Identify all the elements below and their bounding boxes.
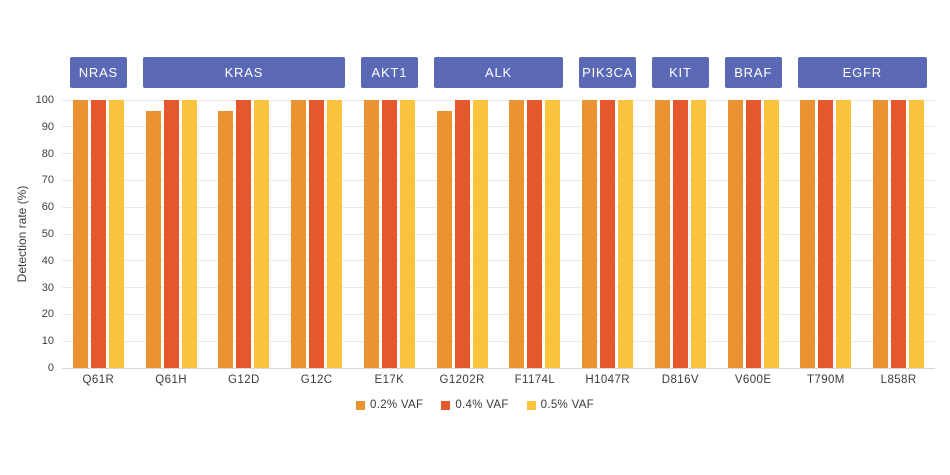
- bar-G12D-0.2vaf: [218, 110, 234, 368]
- legend-swatch-icon: [526, 400, 536, 410]
- bar-V600E-0.5vaf: [763, 100, 779, 368]
- x-axis-tick-labels: Q61R Q61H G12D G12C E17K G1202R F1174L H1047R D8…: [62, 374, 935, 390]
- y-tick-label: 0: [47, 362, 54, 374]
- bar-E17K-0.5vaf: [399, 100, 415, 368]
- x-tick-label-T790M: T790M: [806, 374, 845, 386]
- bar-D816V-0.2vaf: [654, 100, 670, 368]
- gene-group-label-KIT: KIT: [652, 57, 709, 88]
- gridline: [62, 260, 935, 262]
- x-tick-label-Q61R: Q61R: [82, 374, 115, 386]
- legend-label: 0.4% VAF: [455, 399, 509, 411]
- bar-D816V-0.5vaf: [690, 100, 706, 368]
- gene-group-label-NRAS: NRAS: [70, 57, 127, 88]
- y-tick-label: 30: [41, 281, 54, 294]
- bar-L858R-0.2vaf: [873, 100, 889, 368]
- gridline: [62, 99, 935, 101]
- plot-area: [62, 99, 935, 369]
- x-tick-label-L858R: L858R: [880, 374, 917, 386]
- bar-H1047R-0.2vaf: [582, 100, 598, 368]
- bar-Q61H-0.2vaf: [145, 110, 161, 368]
- gridline: [62, 153, 935, 155]
- legend-label: 0.2% VAF: [370, 399, 424, 411]
- bar-G12C-0.5vaf: [327, 100, 343, 368]
- y-tick-label: 40: [41, 254, 54, 267]
- bar-D816V-0.4vaf: [672, 100, 688, 368]
- y-axis-tick-labels: 0 10 20 30 40 50 60 70 80 90 100: [0, 94, 54, 374]
- x-tick-label-Q61H: Q61H: [155, 374, 187, 386]
- bar-G1202R-0.2vaf: [436, 110, 452, 368]
- gene-group-label-ALK: ALK: [433, 57, 564, 88]
- bar-T790M-0.4vaf: [818, 100, 834, 368]
- bar-L858R-0.5vaf: [909, 100, 925, 368]
- gene-group-label-BRAF: BRAF: [724, 57, 782, 88]
- bar-G12C-0.2vaf: [291, 100, 307, 368]
- y-tick-label: 80: [41, 147, 54, 160]
- bar-F1174L-0.5vaf: [545, 100, 561, 368]
- bar-E17K-0.2vaf: [363, 100, 379, 368]
- bar-F1174L-0.2vaf: [509, 100, 525, 368]
- bar-G12D-0.4vaf: [236, 100, 252, 368]
- x-tick-label-V600E: V600E: [734, 374, 772, 386]
- gene-group-label-KRAS: KRAS: [142, 57, 345, 88]
- y-tick-label: 100: [35, 94, 54, 106]
- gridline: [62, 179, 935, 181]
- bar-H1047R-0.5vaf: [618, 100, 634, 368]
- bar-G12D-0.5vaf: [254, 100, 270, 368]
- bar-Q61R-0.2vaf: [72, 100, 88, 368]
- gridline: [62, 287, 935, 289]
- bar-V600E-0.4vaf: [745, 100, 761, 368]
- gridline: [62, 233, 935, 235]
- bar-Q61H-0.5vaf: [181, 100, 197, 368]
- bar-L858R-0.4vaf: [891, 100, 907, 368]
- y-tick-label: 50: [41, 228, 54, 240]
- legend-item: 0.2% VAF: [356, 399, 423, 411]
- bar-H1047R-0.4vaf: [600, 100, 616, 368]
- chart-legend: 0.2% VAF 0.4% VAF 0.5% VAF: [356, 399, 594, 411]
- x-tick-label-F1174L: F1174L: [514, 374, 556, 386]
- y-tick-label: 20: [41, 308, 54, 321]
- y-tick-label: 70: [41, 174, 54, 187]
- y-tick-label: 10: [41, 335, 54, 348]
- bar-T790M-0.5vaf: [836, 100, 852, 368]
- x-tick-label-G1202R: G1202R: [439, 374, 485, 386]
- gene-group-label-AKT1: AKT1: [361, 57, 418, 88]
- bar-T790M-0.2vaf: [800, 100, 816, 368]
- gridline: [62, 313, 935, 315]
- bar-Q61R-0.5vaf: [108, 100, 124, 368]
- x-tick-label-G12D: G12D: [228, 374, 260, 386]
- x-tick-label-E17K: E17K: [374, 374, 405, 386]
- bar-F1174L-0.4vaf: [527, 100, 543, 368]
- bar-G1202R-0.5vaf: [472, 100, 488, 368]
- bar-Q61R-0.4vaf: [90, 100, 106, 368]
- legend-swatch-icon: [441, 400, 451, 410]
- x-tick-label-G12C: G12C: [300, 374, 333, 386]
- bar-E17K-0.4vaf: [381, 100, 397, 368]
- x-tick-label-H1047R: H1047R: [585, 374, 630, 386]
- gridline: [62, 340, 935, 342]
- legend-swatch-icon: [356, 400, 366, 410]
- gene-group-label-PIK3CA: PIK3CA: [579, 57, 636, 88]
- legend-label: 0.5% VAF: [540, 399, 594, 411]
- x-tick-label-D816V: D816V: [661, 374, 699, 386]
- gene-group-label-EGFR: EGFR: [797, 57, 927, 88]
- bar-Q61H-0.4vaf: [163, 100, 179, 368]
- bar-G1202R-0.4vaf: [454, 100, 470, 368]
- gridline: [62, 367, 935, 369]
- bar-G12C-0.4vaf: [309, 100, 325, 368]
- y-tick-label: 60: [41, 201, 54, 214]
- gridline: [62, 206, 935, 208]
- legend-item: 0.5% VAF: [526, 399, 594, 411]
- gridline: [62, 126, 935, 128]
- legend-item: 0.4% VAF: [441, 399, 508, 411]
- bar-V600E-0.2vaf: [727, 100, 743, 368]
- y-tick-label: 90: [41, 120, 54, 133]
